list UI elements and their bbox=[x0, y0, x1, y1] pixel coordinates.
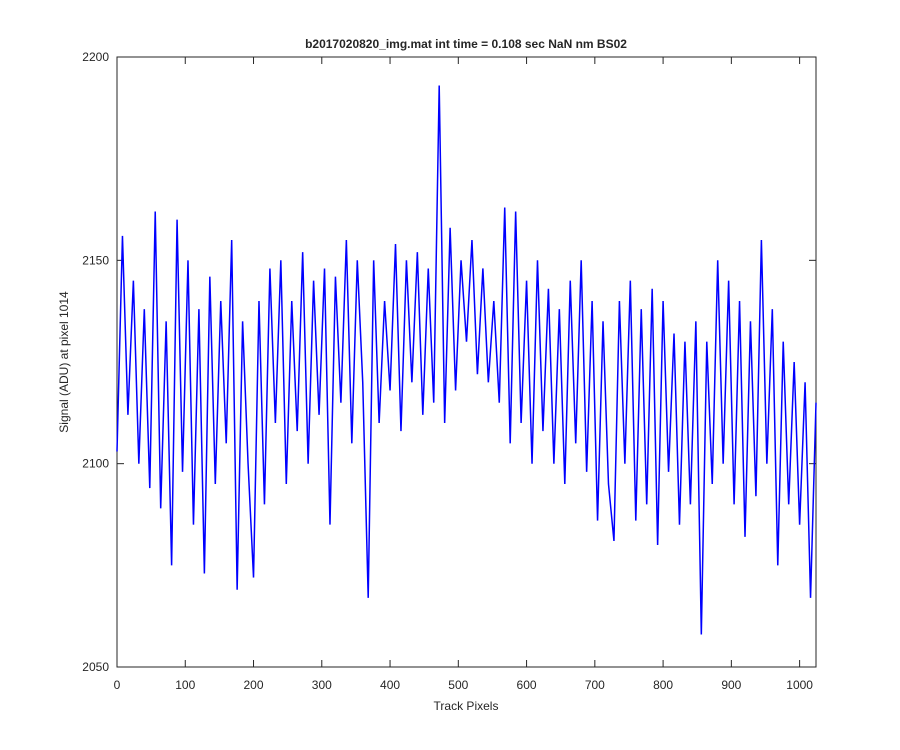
y-tick-label: 2050 bbox=[82, 660, 109, 674]
x-tick-label: 500 bbox=[448, 678, 468, 692]
x-tick-label: 700 bbox=[585, 678, 605, 692]
y-axis-label: Signal (ADU) at pixel 1014 bbox=[57, 291, 71, 433]
x-tick-label: 300 bbox=[312, 678, 332, 692]
x-tick-label: 600 bbox=[517, 678, 537, 692]
x-tick-label: 200 bbox=[244, 678, 264, 692]
y-tick-label: 2150 bbox=[82, 253, 109, 267]
data-line bbox=[116, 85, 817, 635]
y-tick-label: 2100 bbox=[82, 457, 109, 471]
x-axis-label: Track Pixels bbox=[434, 699, 499, 713]
y-tick-label: 2200 bbox=[82, 50, 109, 64]
x-tick-label: 1000 bbox=[786, 678, 813, 692]
x-tick-label: 800 bbox=[653, 678, 673, 692]
chart-title: b2017020820_img.mat int time = 0.108 sec… bbox=[305, 37, 627, 51]
x-tick-label: 0 bbox=[114, 678, 121, 692]
x-tick-label: 900 bbox=[721, 678, 741, 692]
x-tick-label: 100 bbox=[175, 678, 195, 692]
plot-area bbox=[116, 56, 817, 668]
x-tick-label: 400 bbox=[380, 678, 400, 692]
